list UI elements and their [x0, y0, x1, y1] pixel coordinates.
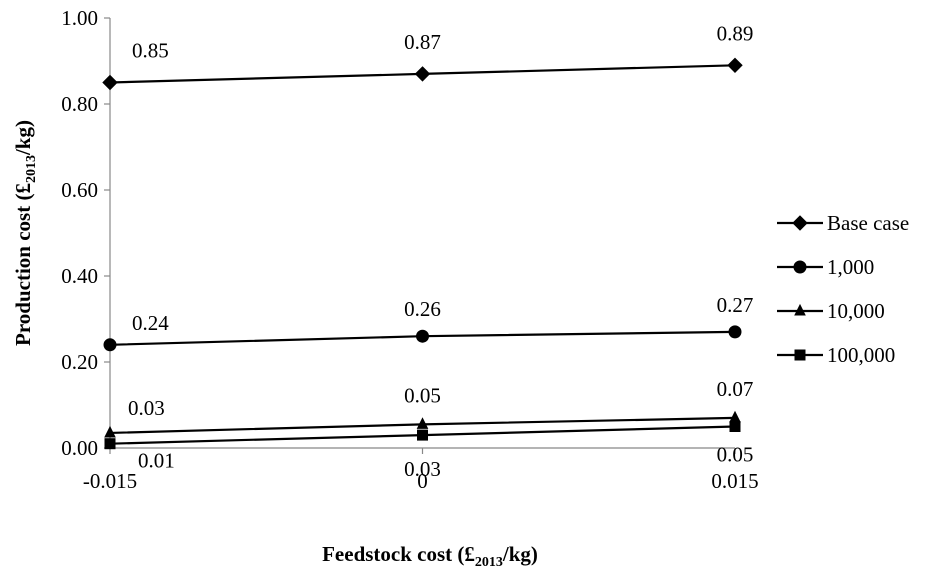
data-point: [729, 421, 741, 432]
data-label: 0.27: [717, 293, 754, 317]
series-100-000: [104, 421, 741, 450]
legend-marker: [794, 349, 806, 361]
y-tick-label: 0.40: [61, 264, 98, 288]
data-labels: 0.85 0.87 0.89 0.24 0.26 0.27 0.03 0.05 0.07 0.01…: [128, 21, 753, 481]
legend-label: Base case: [827, 211, 909, 235]
x-tick-label: -0.015: [83, 469, 137, 493]
legend-marker: [792, 215, 808, 231]
data-point: [414, 66, 431, 82]
series-base-case: [102, 57, 743, 91]
y-tick-label: 0.60: [61, 178, 98, 202]
data-point: [417, 429, 428, 441]
data-point: [104, 438, 116, 450]
legend-item: Base case: [777, 211, 909, 235]
legend-label: 1,000: [827, 255, 874, 279]
data-point: [728, 325, 742, 339]
data-label: 0.07: [717, 377, 754, 401]
y-tick-label: 1.00: [61, 6, 98, 30]
data-label: 0.05: [717, 443, 754, 467]
data-point: [104, 425, 116, 438]
y-axis-title: Production cost (£2013/kg): [11, 120, 39, 346]
data-label: 0.03: [128, 396, 165, 420]
data-label: 0.87: [404, 30, 441, 54]
x-tick-label: 0: [417, 469, 428, 493]
data-point: [416, 329, 429, 343]
data-label: 0.01: [138, 449, 175, 473]
y-tick-label: 0.80: [61, 92, 98, 116]
data-point: [103, 338, 117, 352]
y-tick-labels: 0.00 0.20 0.40 0.60 0.80 1.00: [61, 6, 98, 460]
data-label: 0.85: [132, 39, 169, 63]
series-10-000: [104, 410, 741, 438]
x-tick-labels: -0.015 0 0.015: [83, 469, 759, 493]
legend: Base case 1,000 10,000 100,000: [777, 211, 909, 367]
legend-item: 10,000: [777, 299, 885, 323]
legend-label: 100,000: [827, 343, 895, 367]
data-point: [416, 417, 429, 429]
data-point: [102, 74, 118, 91]
data-label: 0.26: [404, 297, 441, 321]
data-point: [727, 57, 743, 74]
legend-label: 10,000: [827, 299, 885, 323]
x-axis-title: Feedstock cost (£2013/kg): [322, 542, 538, 570]
data-label: 0.05: [404, 383, 441, 407]
series-lines: [102, 57, 743, 450]
data-label: 0.03: [404, 457, 441, 481]
y-tick-label: 0.00: [61, 436, 98, 460]
legend-marker: [794, 303, 806, 316]
data-label: 0.89: [717, 21, 754, 45]
y-tick-label: 0.20: [61, 350, 98, 374]
legend-marker: [793, 260, 807, 274]
data-label: 0.24: [132, 311, 169, 335]
x-tick-label: 0.015: [711, 469, 758, 493]
series-1-000: [103, 325, 742, 352]
legend-item: 100,000: [777, 343, 895, 367]
legend-item: 1,000: [777, 255, 874, 279]
